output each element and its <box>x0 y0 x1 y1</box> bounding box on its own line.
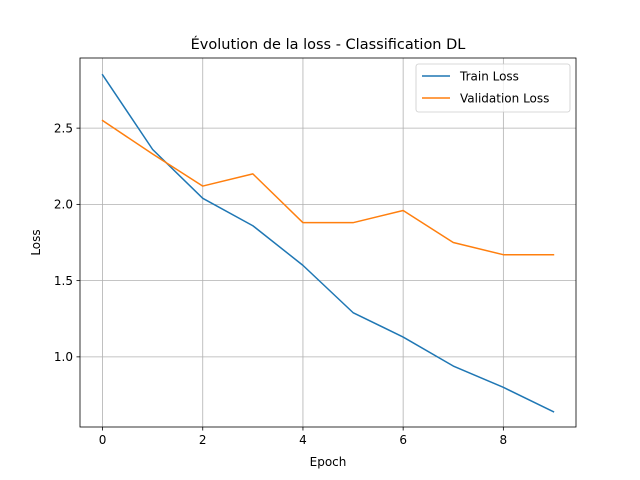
grid-lines <box>80 58 576 427</box>
y-tick-label: 1.0 <box>54 350 73 364</box>
y-tick-label: 1.5 <box>54 274 73 288</box>
x-axis-label: Epoch <box>310 455 347 469</box>
series-line-1 <box>101 119 555 256</box>
legend-label-0: Train Loss <box>459 69 519 83</box>
x-tick-label: 0 <box>99 433 107 447</box>
legend: Train Loss Validation Loss <box>415 63 571 113</box>
x-tick-label: 2 <box>199 433 207 447</box>
y-axis-label: Loss <box>29 229 43 255</box>
chart-title: Évolution de la loss - Classification DL <box>191 36 466 53</box>
plot-frame <box>79 57 577 428</box>
series-lines <box>101 73 555 413</box>
x-tick-label: 8 <box>500 433 508 447</box>
x-tick-label: 4 <box>299 433 307 447</box>
y-tick-label: 2.0 <box>54 198 73 212</box>
legend-label-1: Validation Loss <box>460 91 549 105</box>
y-tick-label: 2.5 <box>54 121 73 135</box>
x-tick-label: 6 <box>399 433 407 447</box>
legend-box <box>415 63 571 113</box>
series-line-0 <box>101 73 555 413</box>
axis-ticks: 0 2 4 6 8 1.0 1.5 2.0 2.5 <box>54 121 507 447</box>
